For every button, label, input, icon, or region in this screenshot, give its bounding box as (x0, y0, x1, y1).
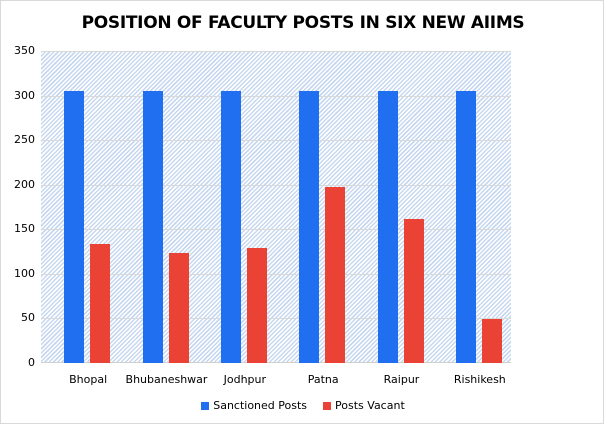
legend-label: Posts Vacant (335, 399, 405, 412)
bar-sanctioned-posts (377, 91, 398, 363)
x-tick-label: Raipur (383, 373, 420, 386)
legend-item: Posts Vacant (323, 399, 405, 412)
gridline (41, 51, 511, 52)
bar-posts-vacant (403, 219, 424, 363)
bar-posts-vacant (90, 243, 111, 363)
plot-area: 0 50 100 150 200 250 300 350 (14, 44, 511, 369)
chart-title: POSITION OF FACULTY POSTS IN SIX NEW AII… (81, 13, 525, 33)
gridline (41, 229, 511, 231)
x-tick-label: Patna (307, 373, 339, 386)
legend: Sanctioned Posts Posts Vacant (1, 399, 604, 412)
bar-sanctioned-posts (142, 91, 163, 363)
bar-sanctioned-posts (455, 91, 476, 363)
y-tick-label: 250 (14, 133, 35, 147)
x-tick-label: Rishikesh (453, 373, 506, 386)
bar-sanctioned-posts (299, 91, 320, 363)
y-tick-label: 350 (14, 44, 35, 57)
x-axis-line (41, 362, 511, 363)
x-tick-label: Bhubaneshwar (125, 373, 208, 386)
bar-posts-vacant (481, 319, 502, 363)
x-tick-label: Jodhpur (223, 373, 267, 386)
y-tick-label: 200 (14, 177, 35, 191)
y-tick-label: 50 (21, 311, 35, 325)
gridline (41, 318, 511, 320)
legend-swatch-icon (201, 402, 210, 410)
legend-item: Sanctioned Posts (201, 399, 307, 412)
y-tick-label: 100 (14, 266, 35, 280)
bar-posts-vacant (246, 248, 267, 363)
bar-sanctioned-posts (220, 91, 241, 363)
x-tick-label: Bhopal (69, 373, 108, 386)
y-tick-label: 150 (14, 222, 35, 236)
gridline (41, 140, 511, 142)
legend-label: Sanctioned Posts (213, 399, 308, 412)
plot-background (41, 51, 511, 363)
bar-posts-vacant (168, 253, 189, 363)
bar-sanctioned-posts (64, 91, 85, 363)
bar-posts-vacant (325, 186, 346, 363)
y-tick-label: 300 (14, 88, 35, 102)
legend-swatch-icon (323, 402, 332, 410)
gridline (41, 273, 511, 275)
y-tick-label: 0 (28, 356, 35, 369)
gridline (41, 184, 511, 186)
gridline (41, 95, 511, 97)
